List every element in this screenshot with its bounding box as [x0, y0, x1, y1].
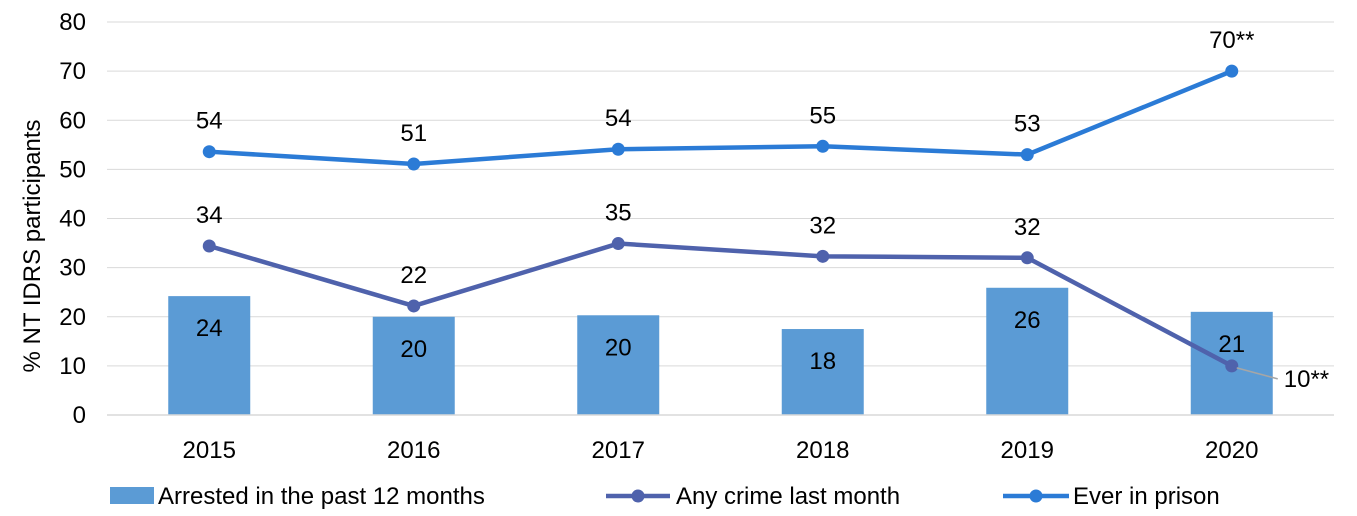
x-tick-label: 2019 [1001, 437, 1054, 464]
any-crime-data-label: 35 [605, 200, 632, 227]
x-tick-label: 2018 [796, 437, 849, 464]
ever-in-prison-point [612, 143, 625, 156]
legend-label-any-crime: Any crime last month [676, 483, 900, 510]
any-crime-point [203, 240, 216, 253]
bar-data-label: 26 [1014, 307, 1041, 334]
bar-data-label: 18 [809, 348, 836, 375]
y-tick-label: 70 [59, 58, 86, 85]
legend-marker-ever-in-prison [1030, 490, 1043, 503]
bar-data-label: 20 [400, 336, 427, 363]
any-crime-point [1021, 251, 1034, 264]
ever-in-prison-data-label: 55 [809, 102, 836, 129]
any-crime-line [209, 244, 1232, 366]
ever-in-prison-point [203, 145, 216, 158]
any-crime-point [816, 250, 829, 263]
ever-in-prison-data-label: 54 [605, 105, 632, 132]
ever-in-prison-line [209, 71, 1232, 164]
ever-in-prison-point [1225, 65, 1238, 78]
y-tick-label: 0 [73, 402, 86, 429]
bar-data-label: 21 [1218, 331, 1245, 358]
x-tick-label: 2020 [1205, 437, 1258, 464]
legend-swatch-arrested [110, 487, 154, 504]
y-tick-label: 10 [59, 353, 86, 380]
ever-in-prison-point [1021, 148, 1034, 161]
ever-in-prison-data-label: 70** [1209, 27, 1254, 54]
ever-in-prison-point [407, 157, 420, 170]
bar-series [168, 288, 1273, 415]
data-labels: 24 20 20 18 26 21 34 22 35 32 32 10** 54 51 54 55 53 70** [196, 27, 1329, 393]
bar-data-label: 20 [605, 334, 632, 361]
x-tick-label: 2017 [592, 437, 645, 464]
any-crime-point [407, 299, 420, 312]
legend: Arrested in the past 12 months Any crime … [110, 483, 1220, 510]
y-tick-label: 80 [59, 9, 86, 36]
legend-label-ever-in-prison: Ever in prison [1073, 483, 1220, 510]
any-crime-data-label: 32 [1014, 214, 1041, 241]
y-tick-label: 60 [59, 107, 86, 134]
ever-in-prison-data-label: 51 [400, 120, 427, 147]
any-crime-point [1225, 359, 1238, 372]
bar [168, 296, 250, 415]
bar [373, 317, 455, 415]
any-crime-data-label: 10** [1284, 366, 1329, 393]
any-crime-data-label: 22 [400, 262, 427, 289]
y-axis-title: % NT IDRS participants [19, 120, 46, 373]
y-tick-label: 50 [59, 156, 86, 183]
x-tick-label: 2016 [387, 437, 440, 464]
any-crime-data-label: 32 [809, 212, 836, 239]
legend-label-arrested: Arrested in the past 12 months [158, 483, 485, 510]
gridlines [107, 22, 1334, 366]
bar [577, 315, 659, 415]
y-tick-label: 20 [59, 304, 86, 331]
ever-in-prison-data-label: 53 [1014, 111, 1041, 138]
y-tick-label: 40 [59, 206, 86, 233]
y-tick-label: 30 [59, 255, 86, 282]
legend-marker-any-crime [632, 490, 645, 503]
ever-in-prison-data-label: 54 [196, 108, 223, 135]
any-crime-point [612, 237, 625, 250]
bar-data-label: 24 [196, 315, 223, 342]
any-crime-data-label: 34 [196, 202, 223, 229]
x-tick-label: 2015 [183, 437, 236, 464]
ever-in-prison-point [816, 140, 829, 153]
